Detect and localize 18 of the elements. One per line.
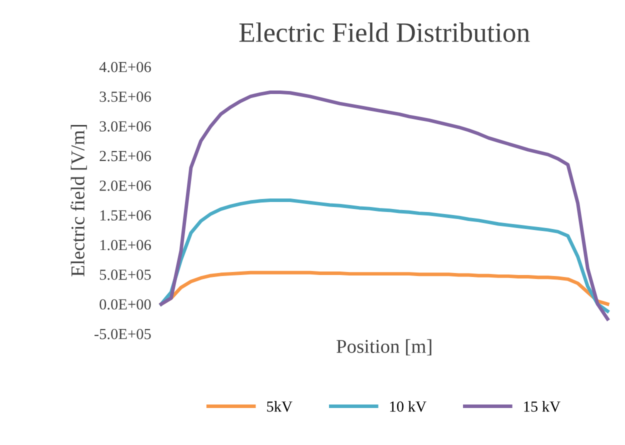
y-tick-label: 1.5E+06 [100, 210, 151, 221]
legend-label: 10 kV [390, 400, 426, 412]
y-tick-label: 3.0E+06 [100, 121, 151, 132]
y-tick-label: -5.0E+05 [94, 328, 151, 340]
y-tick-label: 3.5E+06 [100, 92, 151, 102]
legend-label: 15 kV [524, 400, 560, 412]
line-series [159, 198, 610, 313]
chart-title: Electric Field Distribution [239, 22, 530, 42]
y-tick-label: 5.0E+05 [100, 270, 151, 280]
y-axis-title: Electric field [V/m] [70, 125, 87, 276]
y-tick-label: 2.5E+06 [100, 150, 151, 162]
legend-label: 5kV [267, 400, 292, 412]
y-tick-label: 1.0E+06 [100, 240, 151, 250]
x-axis-title: Position [m] [336, 339, 432, 356]
line-series [159, 90, 610, 321]
y-tick-label: 2.0E+06 [100, 180, 151, 191]
y-tick-label: 4.0E+06 [99, 62, 151, 72]
y-tick-label: 0.0E+00 [100, 299, 151, 310]
